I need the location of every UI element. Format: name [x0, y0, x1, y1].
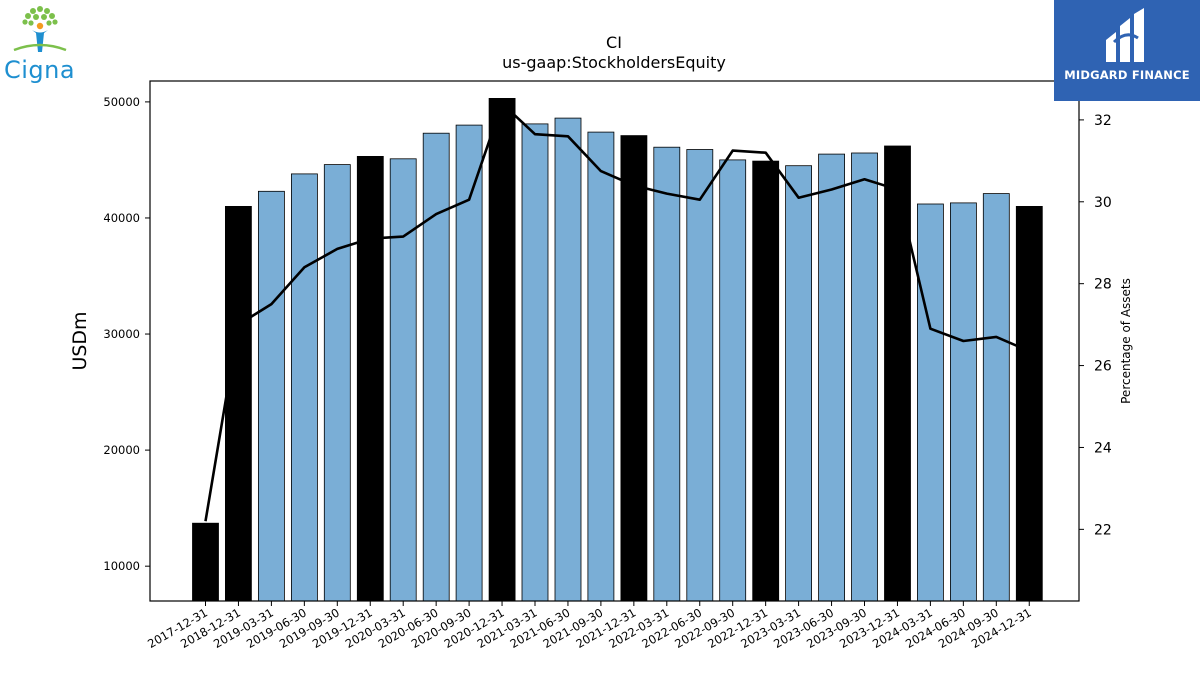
y-right-tick-label: 22	[1094, 522, 1112, 538]
bar-2021-09-30	[587, 131, 615, 602]
bar-2024-06-30	[950, 202, 977, 602]
bars-layer	[192, 98, 1043, 602]
bar-2022-03-31	[653, 146, 681, 602]
bar-2019-09-30	[323, 164, 351, 602]
cigna-logo: Cigna	[0, 0, 90, 95]
cigna-tree-icon	[13, 6, 67, 52]
midgard-wordmark: MIDGARD FINANCE	[1064, 68, 1190, 82]
bar-2021-06-30	[554, 117, 582, 602]
y-right-tick-label: 32	[1094, 113, 1112, 129]
right-axis: 22 24 26 28 30 32	[1079, 113, 1112, 538]
bar-2019-03-31	[257, 190, 285, 602]
y-tick-label: 30000	[103, 327, 140, 341]
y-tick-label: 20000	[103, 443, 140, 457]
bar-2024-12-31	[1015, 205, 1043, 602]
y-axis-label: USDm	[69, 311, 91, 370]
bar-2021-12-31	[620, 135, 648, 602]
y-right-tick-label: 28	[1094, 277, 1112, 293]
bar-2024-03-31	[917, 203, 944, 602]
bar-2018-12-31	[224, 205, 252, 602]
x-axis: 2017-12-312018-12-312019-03-312019-06-30…	[145, 601, 1034, 651]
bar-2023-09-30	[851, 152, 878, 602]
bar-2023-06-30	[818, 153, 845, 602]
bar-2020-06-30	[422, 132, 450, 602]
y-axis-right-label: Percentage of Assets	[1119, 278, 1133, 404]
y-tick-label: 40000	[103, 211, 140, 225]
bar-2017-12-31	[192, 522, 219, 602]
bar-2019-12-31	[356, 155, 384, 602]
chart-title: CI	[606, 33, 622, 52]
bar-2023-03-31	[785, 165, 812, 602]
bar-2019-06-30	[290, 173, 318, 602]
left-axis: 10000 20000 30000 40000 50000	[103, 95, 150, 573]
plot-frame	[149, 80, 1080, 602]
percentage-of-assets-line	[204, 102, 1030, 522]
midgard-finance-logo: MIDGARD FINANCE	[1054, 0, 1200, 101]
midgard-emblem-icon	[1106, 8, 1144, 62]
bar-2024-09-30	[982, 193, 1010, 602]
bar-2020-12-31	[488, 98, 516, 602]
bar-2022-12-31	[752, 160, 780, 602]
y-right-tick-label: 24	[1094, 440, 1112, 456]
cigna-wordmark: Cigna	[4, 56, 76, 84]
bar-2021-03-31	[521, 123, 549, 602]
chart-subtitle: us-gaap:StockholdersEquity	[502, 53, 726, 72]
y-tick-label: 50000	[103, 95, 140, 109]
y-right-tick-label: 26	[1094, 359, 1112, 375]
bar-2022-06-30	[686, 149, 714, 602]
y-tick-label: 10000	[103, 559, 140, 573]
bar-2020-03-31	[389, 158, 417, 602]
bar-2023-12-31	[884, 145, 911, 602]
bar-2022-09-30	[719, 159, 747, 602]
y-right-tick-label: 30	[1094, 195, 1112, 211]
